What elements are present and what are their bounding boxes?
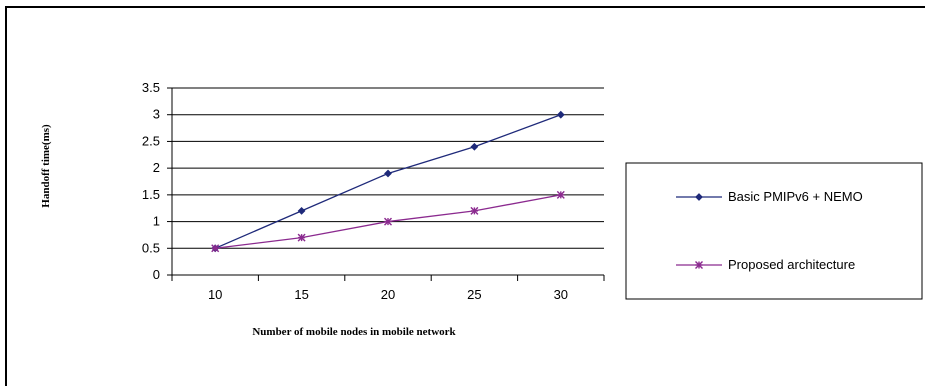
y-axis-title: Handoff time(ms) — [40, 124, 52, 208]
x-tick-label: 10 — [208, 287, 222, 302]
data-point — [211, 244, 220, 253]
series-line-1 — [214, 114, 562, 249]
y-tick-label: 0.5 — [142, 240, 160, 255]
data-point — [556, 110, 565, 119]
x-tick-label: 25 — [467, 287, 481, 302]
figure-border — [5, 6, 925, 386]
y-tick-label: 0 — [153, 267, 160, 282]
x-axis-title: Number of mobile nodes in mobile network — [252, 326, 456, 338]
data-point — [384, 169, 392, 178]
legend-box — [625, 162, 923, 300]
y-tick-label: 1.5 — [142, 187, 160, 202]
data-point — [297, 233, 306, 242]
x-tick-label: 20 — [381, 287, 395, 302]
data-point — [470, 206, 479, 215]
legend-swatch-marker — [695, 261, 703, 269]
legend: Basic PMIPv6 + NEMO Proposed architecture — [625, 162, 923, 300]
legend-label: Basic PMIPv6 + NEMO — [728, 189, 863, 204]
x-tick-label: 30 — [554, 287, 568, 302]
data-point — [470, 142, 479, 151]
x-tick-label: 15 — [294, 287, 308, 302]
legend-swatch-marker — [695, 193, 703, 201]
data-point — [556, 190, 565, 199]
y-tick-label: 3.5 — [142, 80, 160, 95]
y-tick-label: 1 — [153, 214, 160, 229]
y-tick-label: 3 — [153, 107, 160, 122]
plot-area: 0 0.5 1 1.5 2 2.5 3 3.5 10 15 20 25 30 — [142, 80, 605, 302]
y-tick-label: 2.5 — [142, 133, 160, 148]
y-tick-label: 2 — [153, 160, 160, 175]
data-point — [384, 217, 392, 226]
legend-label: Proposed architecture — [728, 257, 855, 272]
legend-items: Basic PMIPv6 + NEMO Proposed architecture — [676, 189, 863, 272]
data-point — [297, 206, 306, 215]
